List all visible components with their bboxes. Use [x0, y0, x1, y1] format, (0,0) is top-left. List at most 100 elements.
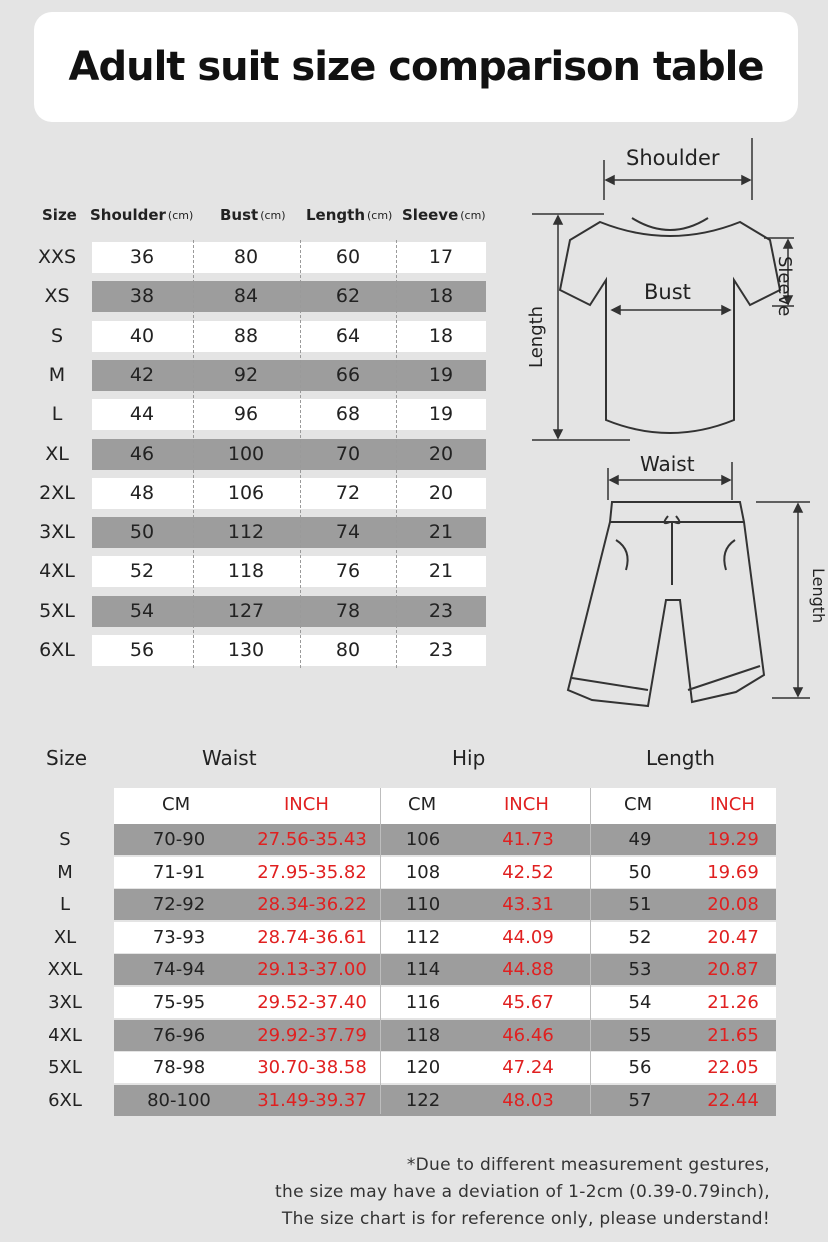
row-band: 74-94 29.13-37.00 114 44.88 53 20.87 [114, 954, 776, 986]
cell-hip-cm: 116 [405, 992, 441, 1013]
size-label: XL [45, 442, 69, 465]
cell-shoulder: 56 [129, 639, 155, 661]
cell-bust: 100 [227, 442, 265, 465]
cell-waist-in: 27.95-35.82 [257, 861, 367, 883]
cell-length: 62 [335, 285, 361, 308]
footnote-line: The size chart is for reference only, pl… [281, 1209, 770, 1229]
bottom-header-waist: Waist [202, 746, 257, 770]
cell-bust: 127 [227, 599, 265, 622]
cell-bust: 106 [227, 481, 265, 504]
cell-len-cm: 54 [628, 992, 652, 1013]
row-band: 71-91 27.95-35.82 108 42.52 50 19.69 [114, 856, 776, 888]
cell-shoulder: 38 [129, 285, 155, 308]
cell-waist-in: 30.70-38.58 [257, 1057, 367, 1079]
row-band: 75-95 29.52-37.40 116 45.67 54 21.26 [114, 987, 776, 1018]
cell-len-cm: 55 [628, 1024, 652, 1046]
title-banner: Adult suit size comparison table [34, 12, 798, 122]
size-label: L [51, 403, 63, 426]
bottom-header-length: Length [646, 746, 715, 770]
table-row: 46 100 70 20 XL [0, 438, 490, 470]
cell-bust: 112 [227, 521, 265, 544]
table-row: 50 112 74 21 3XL [0, 517, 490, 549]
cell-bust: 96 [233, 403, 259, 426]
size-label: 5XL [39, 599, 75, 622]
cell-waist-cm: 70-90 [152, 829, 206, 850]
cell-sleeve: 19 [428, 363, 454, 386]
table-row: XXL 74-94 29.13-37.00 114 44.88 53 20.87 [0, 954, 828, 986]
unit-cm: CM [408, 794, 437, 815]
cell-shoulder: 52 [129, 560, 155, 583]
cell-length: 76 [335, 560, 361, 583]
cell-len-in: 20.08 [707, 894, 759, 916]
size-label: M [48, 363, 66, 386]
column-divider [590, 788, 591, 1114]
cell-len-cm: 49 [628, 829, 652, 850]
shirt-shorts-illustration [532, 138, 810, 708]
cell-len-cm: 50 [628, 861, 652, 883]
cell-hip-cm: 106 [405, 829, 441, 850]
cell-shoulder: 44 [129, 403, 155, 426]
cell-waist-in: 29.92-37.79 [257, 1024, 367, 1046]
cell-len-in: 22.44 [707, 1089, 759, 1111]
shirt-icon [558, 220, 782, 434]
cell-hip-in: 47.24 [502, 1057, 554, 1079]
cell-waist-in: 31.49-39.37 [257, 1089, 367, 1111]
cell-sleeve: 23 [428, 639, 454, 661]
cell-len-cm: 52 [628, 926, 652, 948]
size-label: 3XL [39, 521, 75, 544]
cell-len-in: 20.87 [707, 959, 759, 981]
table-row: 3XL 75-95 29.52-37.40 116 45.67 54 21.26 [0, 987, 828, 1018]
row-band: 73-93 28.74-36.61 112 44.09 52 20.47 [114, 921, 776, 953]
cell-length: 66 [335, 363, 361, 386]
row-band: 38 84 62 18 [92, 281, 486, 313]
cell-hip-in: 45.67 [502, 992, 554, 1013]
row-band: 52 118 76 21 [92, 556, 486, 588]
row-band: 70-90 27.56-35.43 106 41.73 49 19.29 [114, 824, 776, 855]
cell-waist-in: 28.74-36.61 [257, 926, 367, 948]
cell-hip-in: 46.46 [502, 1024, 554, 1046]
cell-hip-cm: 118 [405, 1024, 441, 1046]
size-label: S [50, 324, 64, 347]
shirt-length-label: Length [526, 305, 547, 368]
cell-length: 78 [335, 599, 361, 622]
size-label: S [59, 829, 71, 850]
cell-sleeve: 18 [428, 285, 454, 308]
cell-waist-cm: 71-91 [152, 861, 206, 883]
table-row: 44 96 68 19 L [0, 399, 490, 431]
row-band: 50 112 74 21 [92, 517, 486, 549]
size-label: 4XL [39, 560, 75, 583]
cell-len-in: 21.26 [707, 992, 759, 1013]
table-row: 40 88 64 18 S [0, 320, 490, 352]
size-label: XXL [47, 959, 83, 981]
cell-len-cm: 57 [628, 1089, 652, 1111]
size-label: M [57, 861, 73, 883]
row-band: 40 88 64 18 [92, 320, 486, 352]
cell-len-cm: 51 [628, 894, 652, 916]
cell-sleeve: 21 [428, 560, 454, 583]
table-row: L 72-92 28.34-36.22 110 43.31 51 20.08 [0, 889, 828, 921]
table-row: 4XL 76-96 29.92-37.79 118 46.46 55 21.65 [0, 1019, 828, 1051]
cell-hip-cm: 108 [405, 861, 441, 883]
cell-waist-in: 29.52-37.40 [257, 992, 367, 1013]
header-sleeve: Sleeve (cm) [402, 206, 486, 224]
cell-waist-cm: 73-93 [152, 926, 206, 948]
cell-hip-in: 48.03 [502, 1089, 554, 1111]
size-label: 2XL [39, 481, 75, 504]
shoulder-label: Shoulder [626, 146, 720, 170]
table-row: 54 127 78 23 5XL [0, 595, 490, 627]
cell-length: 60 [335, 246, 361, 268]
column-divider [396, 240, 397, 668]
header-size: Size [42, 206, 77, 224]
cell-len-in: 19.69 [707, 861, 759, 883]
cell-bust: 130 [227, 639, 265, 661]
table-row: 5XL 78-98 30.70-38.58 120 47.24 56 22.05 [0, 1052, 828, 1084]
cell-bust: 84 [233, 285, 259, 308]
table-row: 36 80 60 17 XXS [0, 242, 490, 273]
cell-waist-in: 27.56-35.43 [257, 829, 367, 850]
cell-hip-cm: 120 [405, 1057, 441, 1079]
table-row: 48 106 72 20 2XL [0, 477, 490, 509]
page-title: Adult suit size comparison table [68, 44, 765, 90]
header-shoulder: Shoulder (cm) [90, 206, 194, 224]
column-divider [193, 240, 194, 668]
cell-waist-cm: 78-98 [152, 1057, 206, 1079]
